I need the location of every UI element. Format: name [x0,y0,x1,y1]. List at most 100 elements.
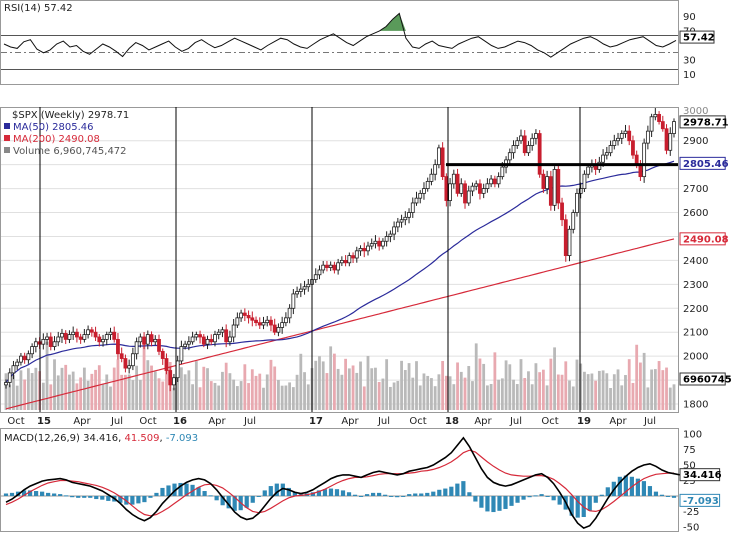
macd-histogram-bar [587,495,592,511]
candle-body [30,346,35,355]
volume-bar [571,386,575,410]
candle-body [168,370,173,386]
candle-body [459,183,464,194]
macd-histogram-bar [407,494,412,496]
candle-body [511,145,516,154]
volume-bar [258,373,262,410]
macd-histogram-bar [166,485,171,496]
volume-bar [291,387,295,410]
macd-histogram-bar [346,492,352,496]
candle-body [332,264,337,271]
macd-histogram-bar [178,482,183,496]
macd-histogram-bar [461,481,466,496]
x-tick-apr: Apr [474,416,492,427]
volume-bar [463,377,467,410]
candle-body [586,166,591,175]
candle-body [108,331,113,336]
candle-body [578,188,583,194]
macd-title-prefix: MACD(12,26,9) [4,433,83,444]
volume-bar [277,379,280,410]
volume-bar [556,374,560,410]
candle-body [60,333,64,338]
candle-body [627,130,632,142]
candle-body [436,147,441,166]
volume-legend-label: Volume 6,960,745,472 [13,146,127,157]
volume-bar [512,379,515,410]
candle-body [186,341,191,345]
candle-body [123,358,128,369]
volume-bar [254,375,258,410]
price-tick-2700: 2700 [683,184,708,195]
volume-bar [202,366,206,410]
macd-histogram-bar [52,493,57,496]
volume-bar [224,362,228,410]
macd-histogram-bar [539,494,544,496]
macd-title-sep-1: , [118,433,124,444]
close-price-badge: 2978.71 [683,117,729,128]
macd-histogram-bar [3,493,9,496]
volume-bar [560,374,564,410]
macd-histogram-bar [328,488,334,496]
volume-bar [441,360,445,410]
candle-body [56,336,61,343]
macd-histogram-bar [395,495,400,498]
candle-body [631,140,635,156]
candle-body [82,334,87,340]
candle-body [138,336,143,343]
macd-histogram-bar [256,495,261,497]
candle-body [11,365,16,374]
macd-histogram-bar [262,490,267,496]
macd-histogram-bar [286,487,291,496]
macd-histogram-bar [485,495,490,512]
rsi-panel-frame [0,0,679,85]
volume-bar [362,386,366,410]
candle-body [567,228,572,257]
volume-bar [653,369,657,410]
volume-bar [665,367,668,410]
candle-body [548,176,553,206]
volume-bar [601,370,605,410]
volume-bar [605,373,609,410]
volume-bar [568,380,571,410]
volume-bar [523,377,527,410]
candle-body [242,312,247,316]
candle-body [93,331,98,338]
candle-body [560,202,564,221]
volume-bar [131,380,135,410]
volume-bar [355,372,359,410]
candle-body [228,336,232,343]
macd-histogram-bar [322,489,328,496]
candle-body [272,324,277,333]
volume-bar [400,360,403,410]
candle-body [619,133,624,139]
volume-value-badge: 6960745 [683,375,732,386]
volume-bar [549,358,553,410]
candle-body [500,166,505,178]
volume-bar [217,385,221,410]
volume-bar [515,384,519,410]
price-tick-2400: 2400 [683,256,708,267]
candle-body [216,331,221,336]
volume-bar [124,374,127,410]
candle-body [172,377,176,386]
x-tick-jul: Jul [243,416,256,427]
volume-bar [564,361,568,410]
volume-bar [650,369,654,410]
price-tick-2300: 2300 [683,280,708,291]
macd-histogram-bar [310,492,316,496]
volume-bar [243,364,247,410]
macd-histogram-bar [551,495,556,501]
volume-bar [616,369,620,410]
ma200-value-badge-box [679,232,726,246]
volume-bar [467,366,471,410]
volume-bar [179,367,183,410]
candle-body [672,121,676,134]
candle-body [392,226,397,235]
volume-bar [594,380,598,410]
candle-body [145,334,150,345]
volume-bar [430,378,433,410]
x-tick-apr: Apr [208,416,226,427]
price-title: $SPX (Weekly) 2978.71 [12,110,129,121]
volume-bar [116,359,120,410]
volume-bar [247,383,250,410]
